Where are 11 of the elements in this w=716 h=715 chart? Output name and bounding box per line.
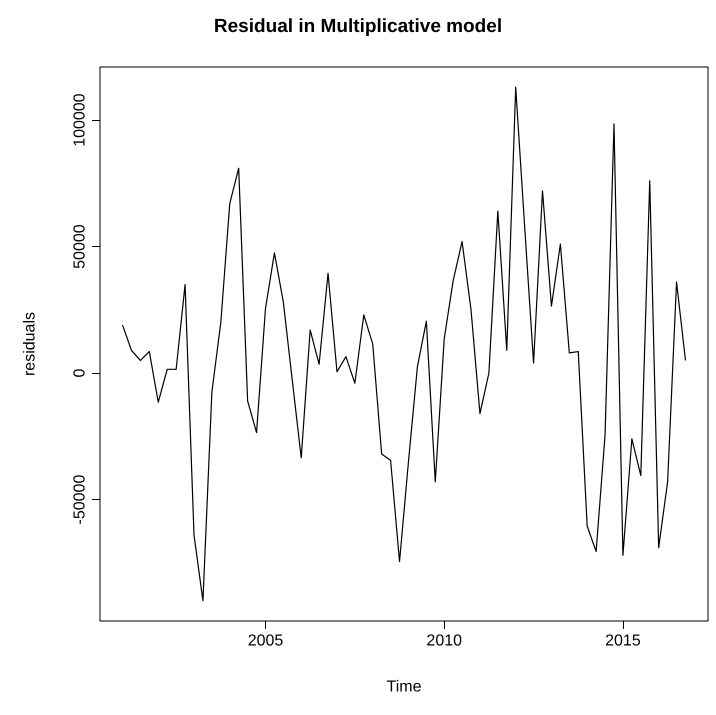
y-axis-title: residuals	[22, 312, 38, 376]
x-tick-label: 2005	[248, 632, 284, 650]
y-tick-label: 50000	[72, 224, 88, 269]
line-series	[122, 86, 686, 602]
chart-title: Residual in Multiplicative model	[214, 16, 502, 37]
y-tick-label: 0	[72, 368, 88, 378]
y-tick-label: 100000	[72, 93, 88, 147]
x-axis-title: Time	[386, 678, 422, 696]
x-tick-label: 2010	[426, 632, 462, 650]
x-tick-label: 2015	[605, 632, 641, 650]
y-tick-label: -50000	[72, 474, 88, 524]
